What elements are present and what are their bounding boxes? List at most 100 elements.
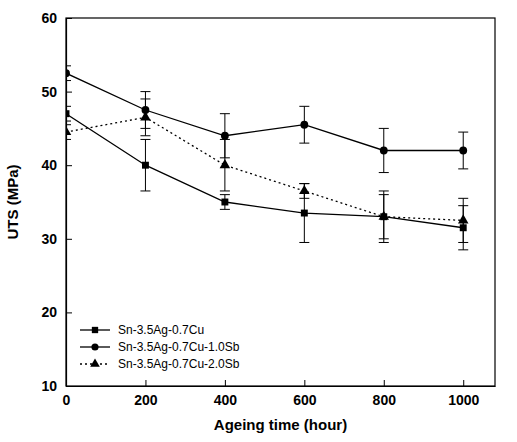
y-tick: 60 [41, 10, 72, 26]
error-bar [299, 184, 309, 199]
x-tick-label: 400 [214, 392, 238, 408]
error-bar-cap [140, 190, 150, 191]
x-tick-mark [304, 380, 305, 386]
x-tick: 600 [293, 380, 317, 408]
series-marker [379, 211, 390, 220]
x-tick-mark [225, 380, 226, 386]
y-tick-label: 20 [41, 304, 57, 320]
error-bar-cap [299, 183, 309, 184]
error-bar-cap [140, 91, 150, 92]
error-bar [458, 132, 468, 169]
series-marker [301, 210, 308, 217]
series-line [66, 73, 463, 150]
series-marker [299, 185, 310, 194]
series-marker [300, 121, 308, 129]
error-bar-cap [458, 249, 468, 250]
y-tick: 50 [41, 84, 72, 100]
x-tick-label: 600 [293, 392, 317, 408]
error-bar [66, 106, 71, 121]
x-tick-mark [145, 380, 146, 386]
y-tick-label: 50 [41, 84, 57, 100]
legend-label: Sn-3.5Ag-0.7Cu [118, 323, 204, 337]
error-bar-cap [66, 80, 71, 81]
series-marker [66, 126, 71, 135]
x-tick: 400 [214, 380, 238, 408]
y-tick: 40 [41, 157, 72, 173]
legend-label: Sn-3.5Ag-0.7Cu-1.0Sb [118, 340, 240, 354]
y-tick: 20 [41, 304, 72, 320]
x-axis-title: Ageing time (hour) [214, 416, 347, 433]
x-tick: 1000 [448, 380, 479, 408]
x-tick: 800 [373, 380, 397, 408]
error-bar [66, 125, 71, 140]
error-bar-cap [220, 190, 230, 191]
error-bar [220, 195, 230, 210]
error-bar-cap [458, 242, 468, 243]
error-bar-cap [220, 113, 230, 114]
x-tick-label: 200 [134, 392, 158, 408]
legend: Sn-3.5Ag-0.7Cu Sn-3.5Ag-0.7Cu-1.0Sb Sn-3.5… [80, 323, 240, 371]
error-bar [66, 66, 71, 81]
series-marker [66, 69, 70, 77]
error-bar-cap [458, 198, 468, 199]
y-tick-label: 60 [41, 10, 57, 26]
legend-marker [90, 358, 100, 366]
x-axis: 02004006008001000 [63, 380, 496, 408]
error-bar-cap [66, 121, 71, 122]
series-marker [142, 162, 149, 169]
error-bar [220, 139, 230, 191]
error-bar [379, 128, 389, 172]
y-tick-mark [66, 92, 72, 93]
error-bar-cap [299, 143, 309, 144]
error-bar-cap [458, 168, 468, 169]
y-tick-mark [66, 312, 72, 313]
error-bar-cap [66, 106, 71, 107]
plot: 02004006008001000102030405060Sn-3.5Ag-0.… [41, 10, 495, 408]
series-marker [140, 111, 151, 120]
series-marker [221, 132, 229, 140]
error-bar [299, 184, 309, 243]
error-bar [140, 139, 150, 191]
error-bar [379, 191, 389, 243]
x-tick: 200 [134, 380, 158, 408]
y-axis: 10 20 30 40 50 60 [41, 10, 72, 394]
error-bar-cap [379, 242, 389, 243]
series-marker [220, 159, 231, 168]
error-bar-cap [299, 242, 309, 243]
data-layer [66, 66, 468, 250]
error-bar-cap [220, 209, 230, 210]
error-bar-cap [379, 190, 389, 191]
x-tick-label: 1000 [448, 392, 479, 408]
error-bar-cap [66, 139, 71, 140]
series-marker [221, 199, 228, 206]
error-bar-cap [299, 183, 309, 184]
error-bar-cap [458, 132, 468, 133]
y-tick-label: 30 [41, 231, 57, 247]
error-bar-cap [299, 106, 309, 107]
series-marker [459, 147, 467, 155]
series-marker [380, 147, 388, 155]
legend-entry: Sn-3.5Ag-0.7Cu [80, 323, 204, 337]
x-tick-label: 800 [373, 392, 397, 408]
chart: 02004006008001000102030405060Sn-3.5Ag-0.… [0, 0, 517, 442]
error-bar-cap [140, 98, 150, 99]
x-tick-mark [384, 380, 385, 386]
legend-entry: Sn-3.5Ag-0.7Cu-2.0Sb [80, 357, 240, 371]
legend-label: Sn-3.5Ag-0.7Cu-2.0Sb [118, 357, 240, 371]
error-bar-cap [220, 194, 230, 195]
x-axis-line [67, 386, 496, 387]
error-bar-cap [140, 135, 150, 136]
y-tick-label: 10 [41, 378, 57, 394]
y-tick: 30 [41, 231, 72, 247]
error-bar-cap [140, 139, 150, 140]
error-bar-cap [379, 128, 389, 129]
series-marker [66, 110, 69, 117]
series-line [66, 117, 463, 220]
error-bar-cap [66, 124, 71, 125]
y-tick-mark [66, 18, 72, 19]
error-bar-cap [220, 139, 230, 140]
legend-marker [91, 343, 98, 350]
error-bar [458, 198, 468, 242]
series-marker [458, 214, 469, 223]
error-bar [299, 106, 309, 143]
